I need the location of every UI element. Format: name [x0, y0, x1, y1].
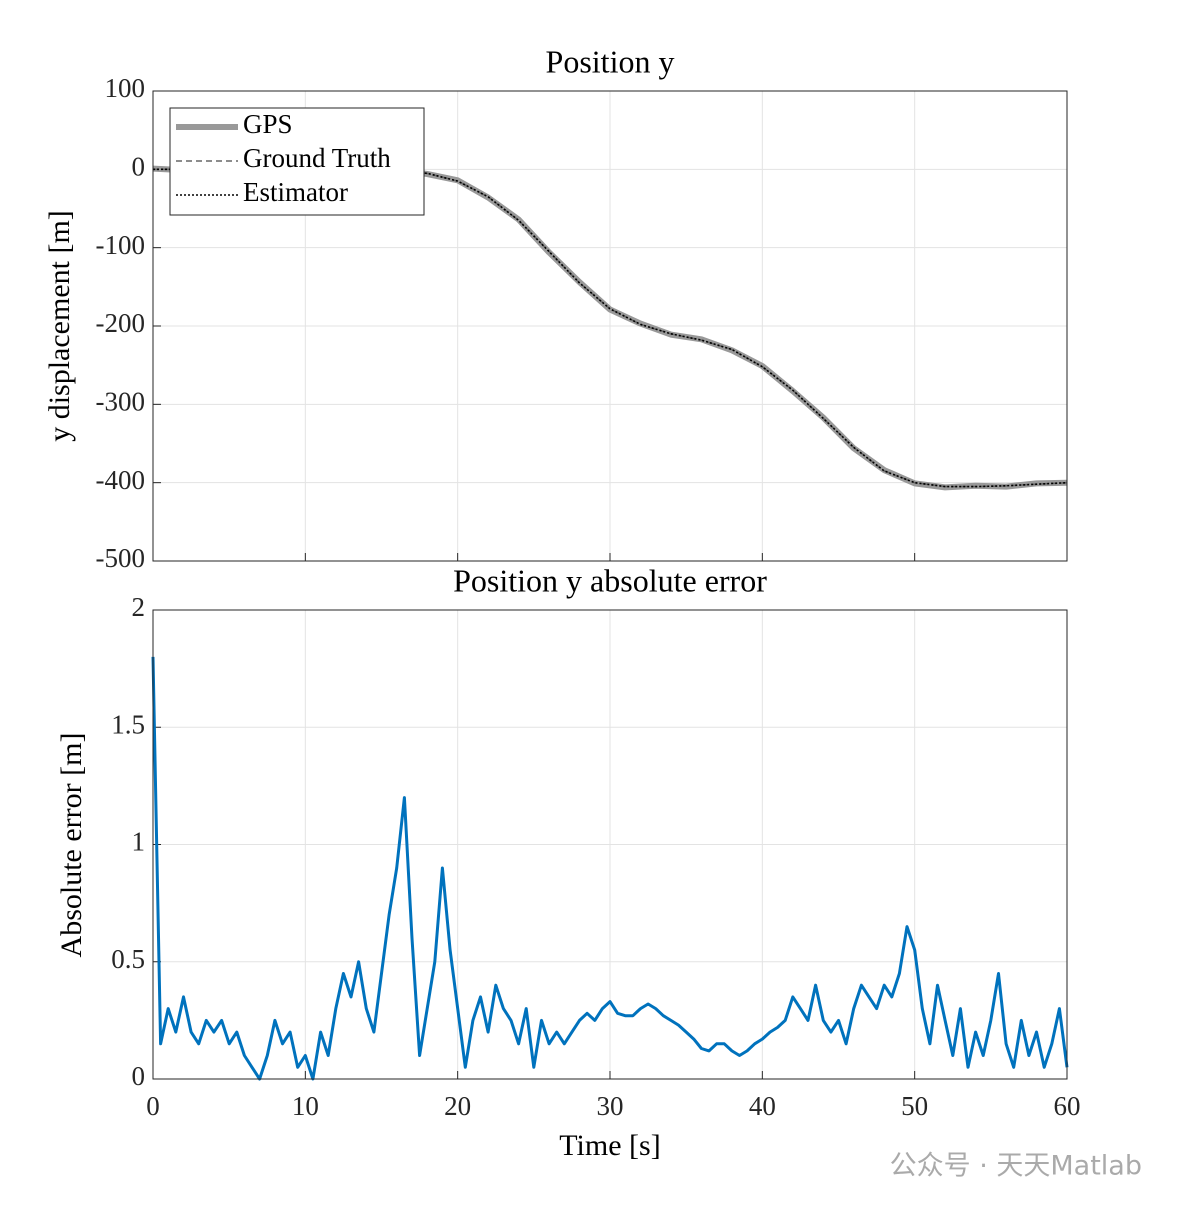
y-tick-label: -300 [96, 387, 146, 417]
y-tick-label: 2 [132, 592, 146, 622]
y-tick-label: -200 [96, 308, 146, 338]
x-tick-label: 60 [1054, 1091, 1081, 1121]
y-tick-label: 1 [132, 827, 146, 857]
legend-label: Estimator [243, 177, 348, 207]
x-tick-label: 40 [749, 1091, 776, 1121]
y-axis-label: y displacement [m] [43, 210, 76, 442]
axes-box [152, 90, 1068, 562]
series-line [151, 656, 1069, 1081]
y-tick-label: 0 [132, 1061, 146, 1091]
legend-label: GPS [243, 109, 293, 139]
x-tick-label: 50 [901, 1091, 928, 1121]
y-tick-label: 0.5 [111, 944, 145, 974]
y-tick-label: 100 [105, 73, 146, 103]
watermark: 公众号 · 天天Matlab [890, 1151, 1142, 1182]
x-tick-label: 20 [444, 1091, 471, 1121]
y-axis-label: Absolute error [m] [55, 733, 88, 958]
x-tick-label: 0 [146, 1091, 160, 1121]
y-tick-label: -400 [96, 465, 146, 495]
axes-box [152, 609, 1068, 1080]
y-tick-label: -100 [96, 230, 146, 260]
x-tick-label: 30 [597, 1091, 624, 1121]
y-tick-label: 0 [132, 152, 146, 182]
x-axis-label: Time [s] [559, 1129, 660, 1162]
chart-title: Position y absolute error [453, 562, 767, 598]
y-tick-label: -500 [96, 543, 146, 573]
x-tick-label: 10 [292, 1091, 319, 1121]
chart-title: Position y [546, 43, 675, 79]
legend-label: Ground Truth [243, 143, 391, 173]
y-tick-label: 1.5 [111, 709, 145, 739]
